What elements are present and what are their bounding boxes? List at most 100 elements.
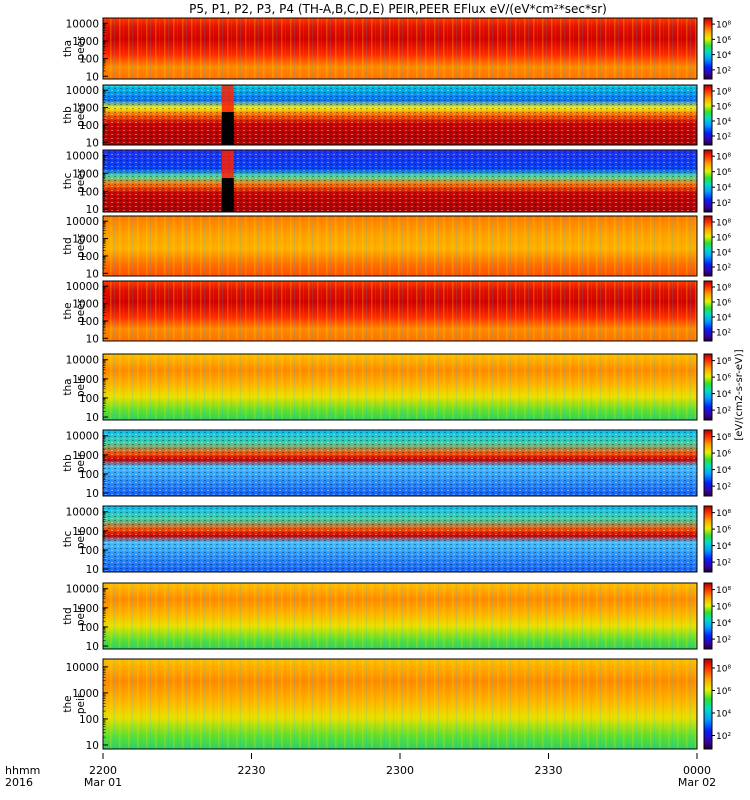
colorbar-tick-label: 10⁶ [716,687,731,697]
colorbar-tick-label: 10⁸ [716,284,731,294]
y-tick-label: 100 [79,251,99,263]
y-tick-label: 1000 [72,374,99,386]
panel-label-probe: thc [62,531,74,548]
colorbar [703,505,713,573]
panel-label-probe: thb [62,454,74,472]
colorbar-tick-label: 10⁴ [716,51,731,61]
y-tick-label: 10000 [66,281,99,293]
colorbar-tick-label: 10⁸ [716,509,731,519]
spectrogram-texture [103,354,697,420]
y-tick-label: 100 [79,469,99,481]
panel-frame [102,215,698,277]
y-tick-label: 10000 [66,584,99,596]
colorbar-tick-label: 10⁸ [716,433,731,443]
colorbar-tick-label: 10² [716,133,731,143]
spectrogram-texture [103,150,697,212]
colorbar-tick-label: 10⁴ [716,118,731,128]
colorbar-tick-label: 10⁸ [716,665,731,675]
y-tick-label: 10000 [66,662,99,674]
panel-label-product: peer [75,233,87,258]
panel-label-probe: the [62,695,74,712]
colorbar-tick-label: 10² [716,407,731,417]
y-tick-label: 10 [86,71,99,83]
data-gap [221,177,234,212]
colorbar-tick-label: 10⁶ [716,36,731,46]
panel-label-probe: tha [62,378,74,395]
colorbar [703,17,713,80]
y-tick-label: 1000 [72,450,99,462]
time-tick-label: 0000 [683,764,711,777]
spectrogram-texture [103,216,697,276]
panel-frame [102,429,698,497]
y-tick-label: 10000 [66,507,99,519]
panel-label-product: peir [75,693,87,714]
data-gap-edge [221,150,234,178]
y-tick-label: 1000 [72,603,99,615]
y-tick-label: 10 [86,137,99,149]
colorbar [703,84,713,146]
panel-thb-peir: 10 100 1000 10000 thb peir 10² 10⁴ 10⁶ 10⁸ [62,429,731,500]
y-tick-label: 100 [79,393,99,405]
colorbar-tick-label: 10⁴ [716,710,731,720]
panel-thc-peer: 10 100 1000 10000 thc peer 10² 10⁴ 10⁶ 10⁸ [62,149,731,216]
colorbar-tick-label: 10⁶ [716,103,731,113]
y-tick-label: 100 [79,120,99,132]
y-tick-label: 100 [79,622,99,634]
panel-label-product: peer [75,102,87,127]
colorbar-tick-label: 10⁸ [716,219,731,229]
colorbar-tick-label: 10⁸ [716,153,731,163]
colorbar-label: [eV/(cm2-s-sr-eV)] [734,349,745,440]
y-tick-label: 100 [79,186,99,198]
panel-label-probe: thd [62,237,74,254]
colorbar-tick-label: 10⁶ [716,299,731,309]
colorbar [703,658,713,750]
panel-label-probe: thb [62,106,74,124]
colorbar-tick-label: 10² [716,636,731,646]
panel-tha-peer: 10 100 1000 10000 tha peer 10² 10⁴ 10⁶ 10⁸ [62,17,731,83]
y-tick-label: 10 [86,412,99,424]
y-tick-label: 10 [86,268,99,280]
year-label: 2016 [5,776,33,789]
date-tick-label: Mar 02 [678,776,716,789]
colorbar-tick-label: 10⁴ [716,249,731,259]
colorbar-tick-label: 10⁶ [716,526,731,536]
y-tick-label: 10000 [66,18,99,30]
spectrogram-texture [103,85,697,145]
y-tick-label: 100 [79,54,99,66]
colorbar-tick-label: 10⁶ [716,450,731,460]
panel-the-peir: 10 100 1000 10000 the peir 10² 10⁴ 10⁶ 10⁸ [62,658,731,752]
y-tick-label: 100 [79,545,99,557]
colorbar-tick-label: 10⁴ [716,314,731,324]
panel-the-peer: 10 100 1000 10000 the peer 10² 10⁴ 10⁶ 10⁸ [62,280,731,345]
y-tick-label: 1000 [72,168,99,180]
time-tick-label: 2200 [89,764,117,777]
y-tick-label: 10 [86,564,99,576]
time-tick-label: 2300 [386,764,414,777]
panel-frame [102,353,698,421]
colorbar-tick-label: 10⁸ [716,586,731,596]
y-tick-label: 10 [86,641,99,653]
colorbar-tick-label: 10⁶ [716,374,731,384]
y-tick-label: 100 [79,714,99,726]
colorbar-tick-label: 10⁶ [716,168,731,178]
y-tick-label: 10000 [66,216,99,228]
colorbar-tick-label: 10⁴ [716,390,731,400]
y-tick-label: 1000 [72,688,99,700]
y-tick-label: 10 [86,740,99,752]
panel-label-probe: thc [62,173,74,190]
panel-thd-peer: 10 100 1000 10000 thd peer 10² 10⁴ 10⁶ 10⁸ [62,215,731,280]
y-tick-label: 1000 [72,36,99,48]
time-row-label: hhmm [5,764,40,777]
y-tick-label: 10000 [66,85,99,97]
panel-label-product: peer [75,36,87,61]
y-tick-label: 10 [86,488,99,500]
y-tick-label: 1000 [72,103,99,115]
panel-frame [102,84,698,146]
colorbar-tick-label: 10² [716,199,731,209]
panel-label-probe: tha [62,40,74,57]
colorbar-tick-label: 10⁶ [716,603,731,613]
colorbar-tick-label: 10⁸ [716,88,731,98]
panel-frame [102,280,698,342]
panel-frame [102,658,698,750]
